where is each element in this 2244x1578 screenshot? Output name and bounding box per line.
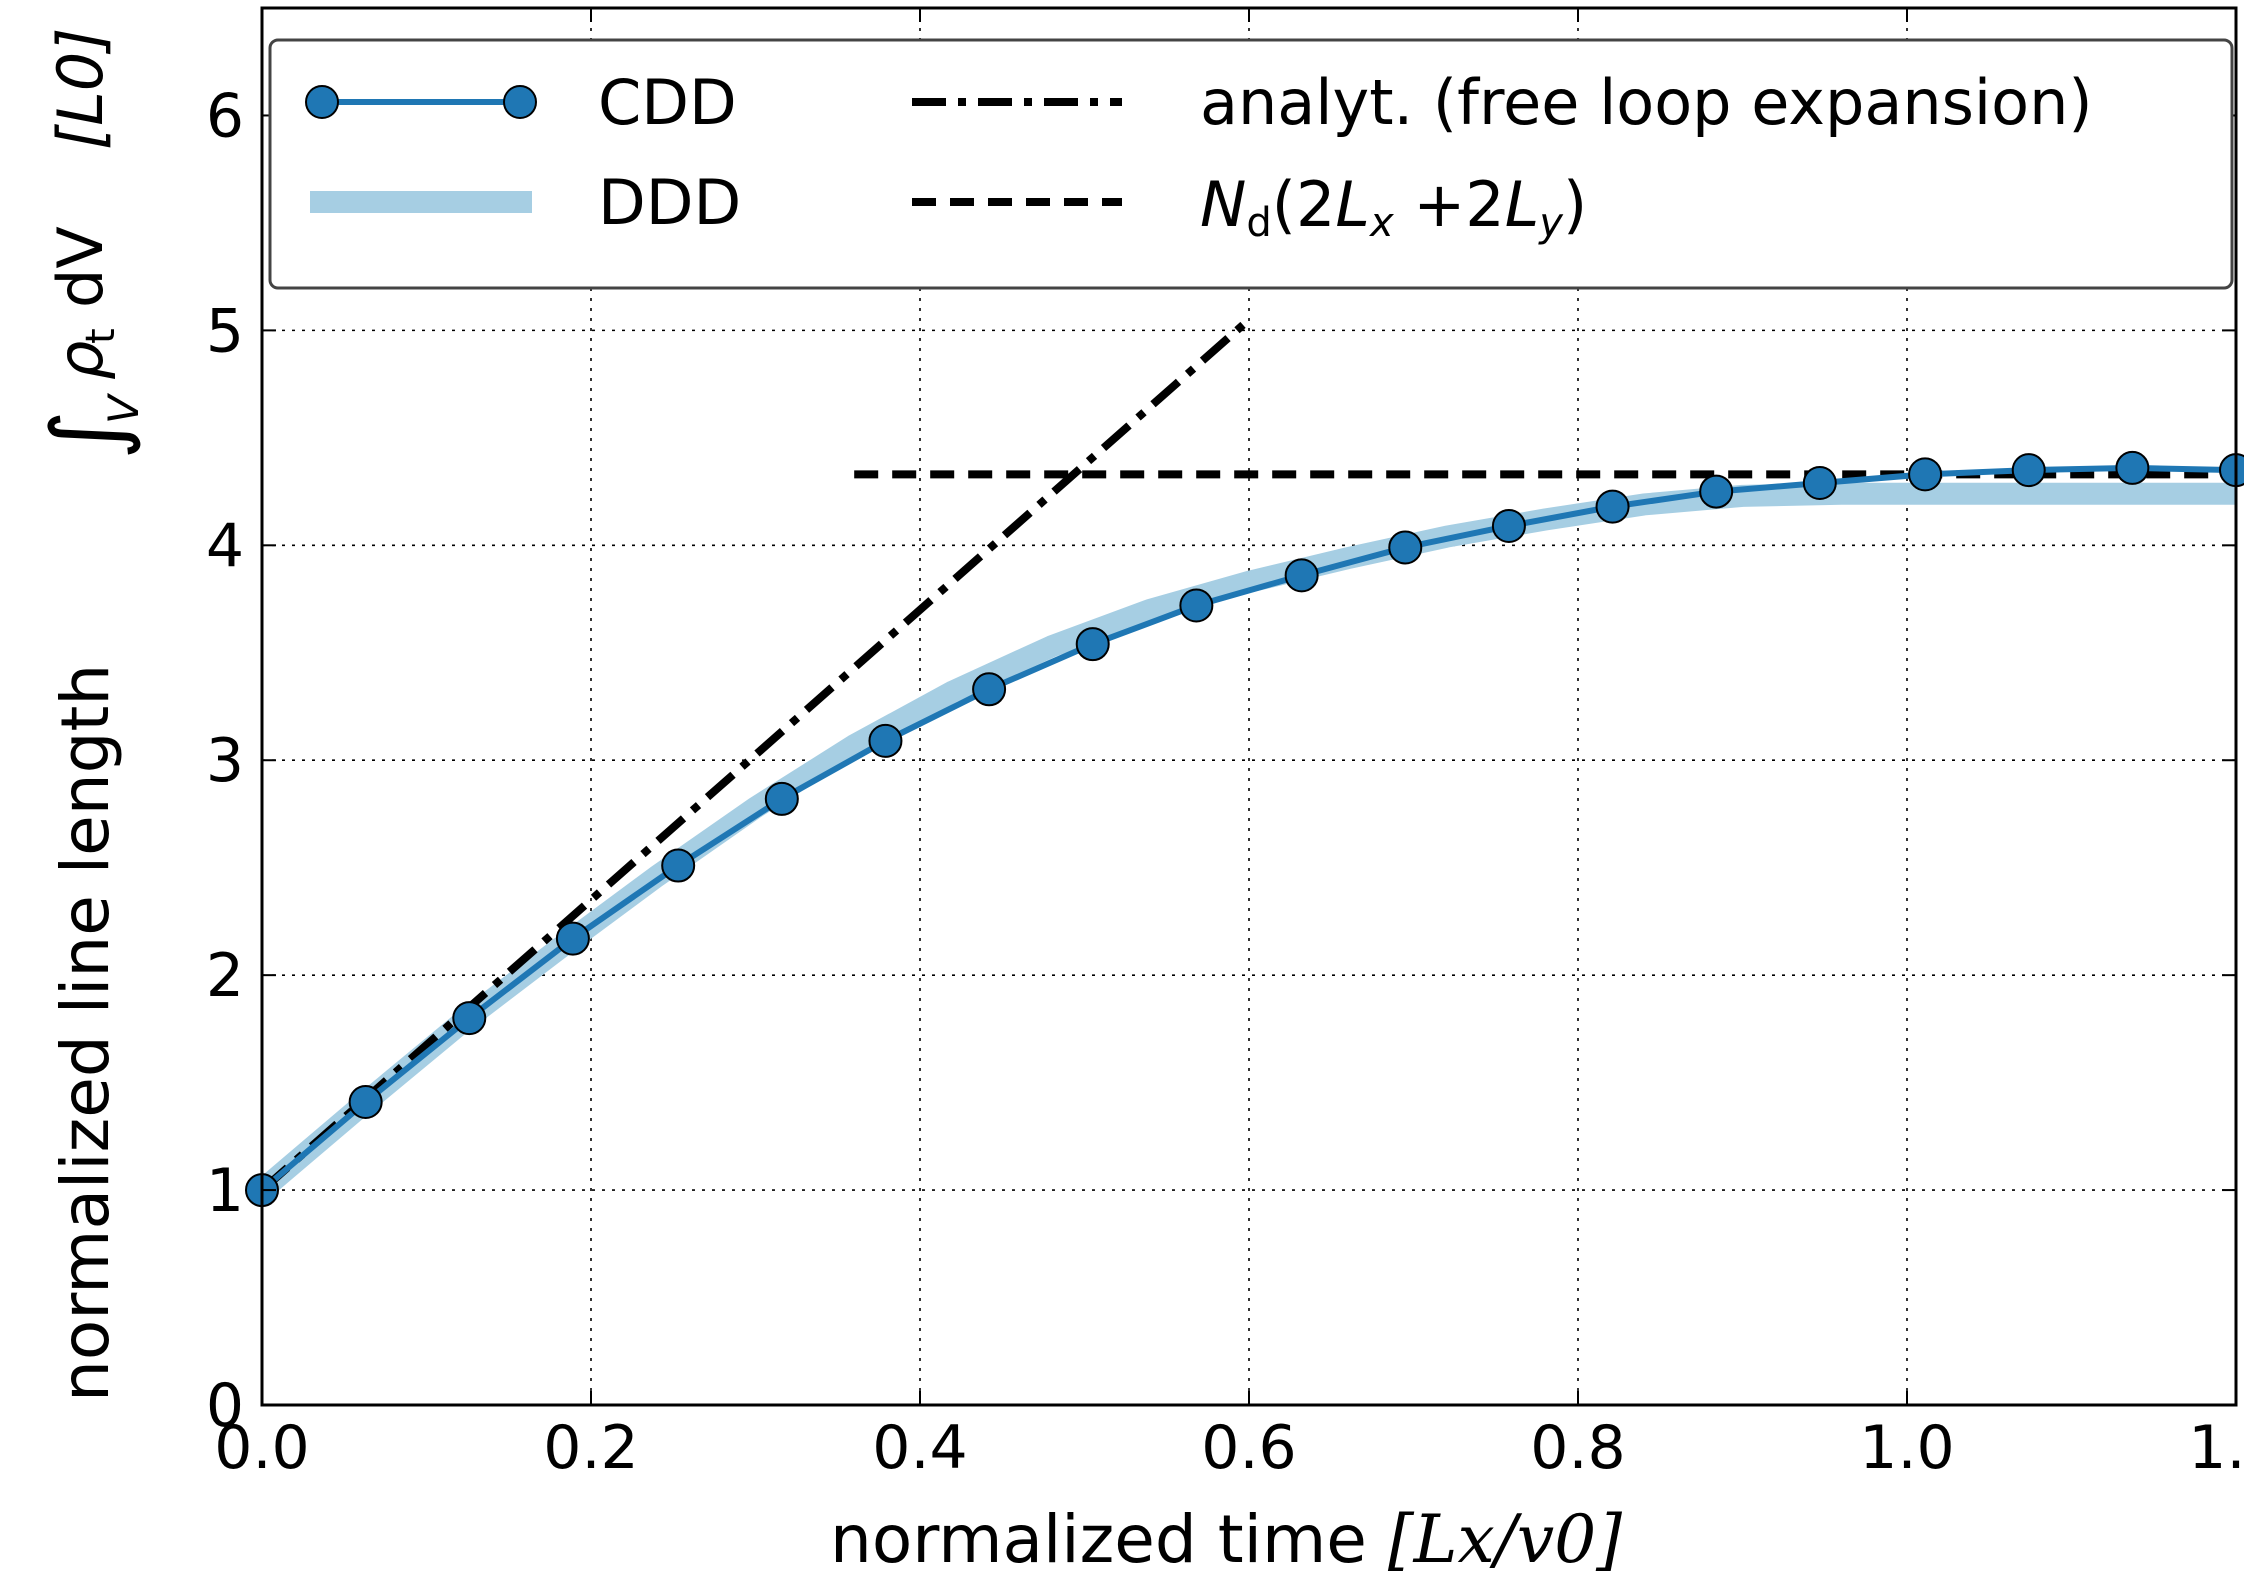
series-cdd-point <box>1284 558 1319 593</box>
legend: CDD DDD analyt. (free loop expansion) Nd… <box>268 38 2234 290</box>
x-tick-label: 0.8 <box>1530 1413 1625 1483</box>
y-axis-title-integral: ∫ <box>31 410 143 460</box>
legend-label-cdd: CDD <box>598 66 737 139</box>
y-axis-title-text: normalized line length <box>47 664 124 1402</box>
legend-swatch-cdd-marker-left <box>305 85 339 119</box>
axis-ticks: 0.0 0.2 0.4 0.6 0.8 1.0 1.2 0 1 2 3 4 5 6 <box>206 8 2244 1483</box>
series-analytic-line <box>259 316 1252 1194</box>
y-axis-title-unit: [L0] <box>44 28 117 150</box>
y-axis-title-integral-sub: V <box>99 392 148 424</box>
series-cdd-point <box>452 1001 487 1036</box>
nd-Ly-sub: y <box>1538 200 1564 246</box>
x-tick-label: 0.2 <box>543 1413 638 1483</box>
legend-entry-analytic: analyt. (free loop expansion) <box>912 66 2093 139</box>
series-cdd-point <box>764 781 799 816</box>
series-cdd-point <box>2219 453 2244 488</box>
legend-entry-cdd: CDD <box>305 66 737 139</box>
y-axis-title-dv: dV <box>44 226 117 308</box>
legend-swatch-cdd-marker-right <box>503 85 537 119</box>
series-cdd-point <box>972 672 1007 707</box>
nd-Ly: L <box>1505 168 1540 241</box>
legend-label-nd: Nd(2Lx +2Ly) <box>1200 168 1587 246</box>
series-cdd-point <box>1075 627 1110 662</box>
x-tick-label: 0.6 <box>1201 1413 1296 1483</box>
series-cdd-point <box>1179 588 1214 623</box>
y-tick-label: 0 <box>206 1371 244 1441</box>
nd-open: (2 <box>1272 168 1336 241</box>
nd-close: ) <box>1563 168 1587 241</box>
series-cdd-point <box>868 723 903 758</box>
y-axis-title: normalized line length ∫ V ρ t dV [L0] <box>31 28 148 1402</box>
series-cdd-point <box>348 1084 383 1119</box>
series-cdd-point <box>555 921 590 956</box>
series-cdd-point <box>1595 489 1630 524</box>
nd-N: N <box>1200 168 1246 241</box>
y-tick-label: 4 <box>206 511 244 581</box>
series-cdd-point <box>2115 450 2150 485</box>
series-cdd-line <box>260 464 2237 1193</box>
nd-N-sub: d <box>1246 200 1271 246</box>
y-tick-label: 6 <box>206 81 244 151</box>
series-cdd-point <box>1491 508 1526 543</box>
series-cdd-point <box>1908 457 1943 492</box>
series-cdd-point <box>2011 453 2046 488</box>
legend-label-ddd: DDD <box>598 166 741 239</box>
nd-Lx-sub: x <box>1368 200 1394 246</box>
y-tick-label: 3 <box>206 726 244 796</box>
legend-box <box>268 38 2234 290</box>
series-cdd-point <box>1388 530 1423 565</box>
legend-label-analytic: analyt. (free loop expansion) <box>1200 66 2093 139</box>
y-axis-title-main: normalized line length <box>47 664 124 1402</box>
y-tick-label: 2 <box>206 941 244 1011</box>
series-cdd-point <box>661 848 696 883</box>
x-axis-title-math: [Lx/v0] <box>1388 1501 1622 1578</box>
x-axis-title: normalized time [Lx/v0] <box>830 1501 1622 1578</box>
x-tick-label: 1.2 <box>2188 1413 2244 1483</box>
plot-frame <box>260 6 2238 1407</box>
legend-entry-nd: Nd(2Lx +2Ly) <box>912 168 1587 246</box>
nd-plus: +2 <box>1394 168 1505 241</box>
y-tick-label: 5 <box>206 296 244 366</box>
x-tick-label: 1.0 <box>1859 1413 1954 1483</box>
y-axis-title-rho-sub: t <box>78 328 124 344</box>
nd-Lx: L <box>1335 168 1370 241</box>
legend-entry-ddd: DDD <box>310 166 741 239</box>
x-axis-title-text: normalized time <box>830 1501 1367 1578</box>
y-axis-title-rho: ρ <box>44 341 117 380</box>
series-cdd-point <box>1802 465 1837 500</box>
x-tick-label: 0.4 <box>872 1413 967 1483</box>
y-tick-label: 1 <box>206 1156 244 1226</box>
x-tick-label: 0.0 <box>214 1413 309 1483</box>
series-cdd-point <box>1699 474 1734 509</box>
series-layer <box>245 316 2244 1208</box>
